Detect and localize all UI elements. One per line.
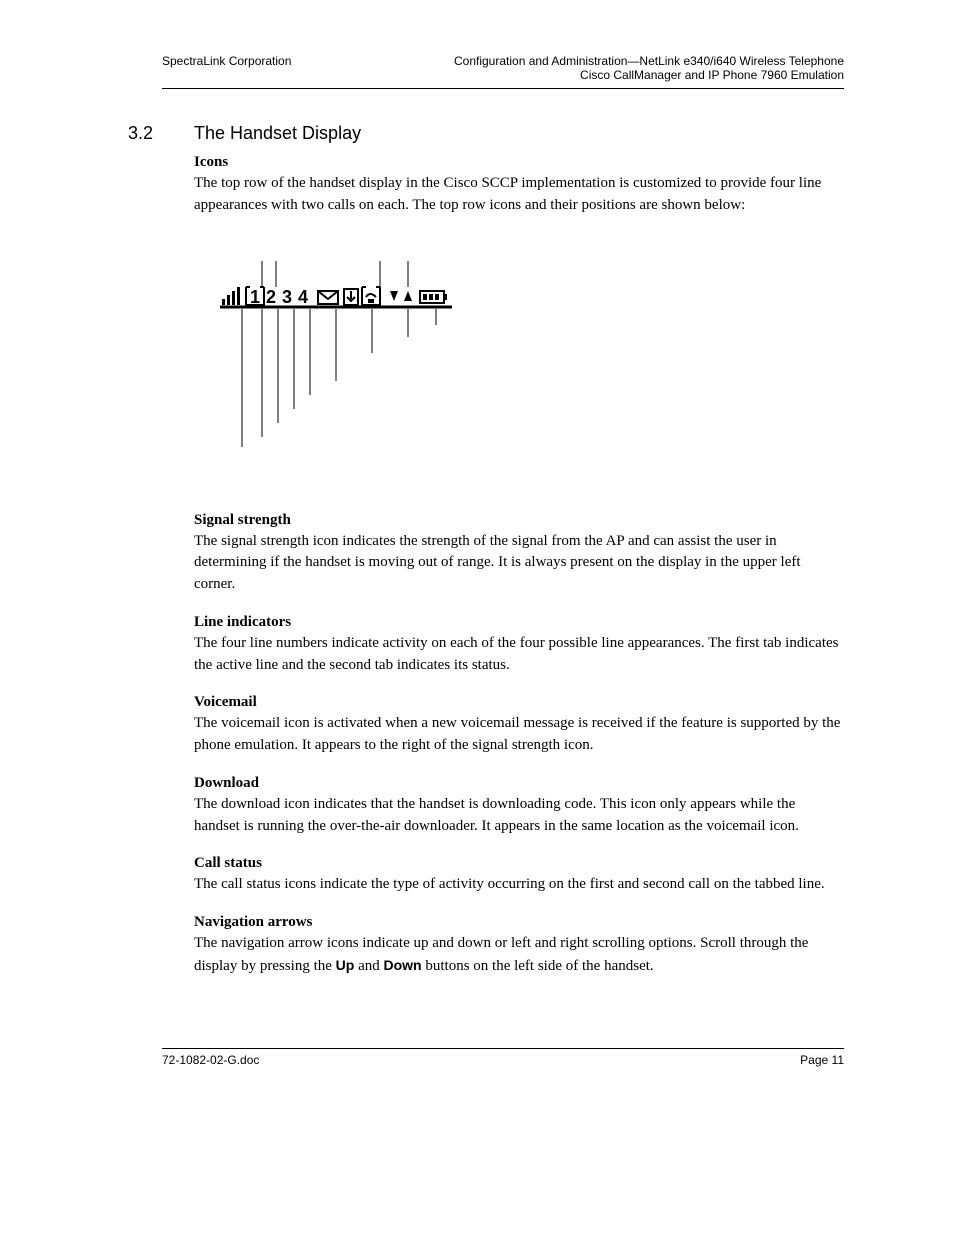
- subhead-line-indicators: Line indicators: [194, 614, 844, 631]
- subhead-voicemail: Voicemail: [194, 694, 844, 711]
- para-navigation-arrows: The navigation arrow icons indicate up a…: [194, 933, 844, 978]
- nav-text-mid: and: [354, 958, 383, 974]
- para-signal-strength: The signal strength icon indicates the s…: [194, 531, 844, 596]
- section-title: The Handset Display: [194, 123, 361, 144]
- para-call-status: The call status icons indicate the type …: [194, 874, 844, 896]
- para-icons: The top row of the handset display in th…: [194, 173, 844, 217]
- header-doc-title: Configuration and Administration—NetLink…: [454, 54, 844, 82]
- header-line-1: Configuration and Administration—NetLink…: [454, 54, 844, 68]
- subhead-download: Download: [194, 775, 844, 792]
- section-number: 3.2: [128, 123, 194, 144]
- svg-text:1: 1: [250, 287, 260, 307]
- subhead-call-status: Call status: [194, 855, 844, 872]
- svg-text:4: 4: [298, 287, 308, 307]
- section-content: Icons The top row of the handset display…: [194, 154, 844, 978]
- header-company: SpectraLink Corporation: [162, 54, 291, 68]
- subhead-icons: Icons: [194, 154, 844, 171]
- header-line-2: Cisco CallManager and IP Phone 7960 Emul…: [454, 68, 844, 82]
- handset-display-figure: 1 2 3 4: [212, 247, 844, 462]
- para-line-indicators: The four line numbers indicate activity …: [194, 633, 844, 677]
- svg-text:2: 2: [266, 287, 276, 307]
- svg-text:3: 3: [282, 287, 292, 307]
- nav-text-post: buttons on the left side of the handset.: [422, 958, 654, 974]
- down-button-label: Down: [384, 957, 422, 973]
- page-header: SpectraLink Corporation Configuration an…: [162, 54, 844, 82]
- up-button-label: Up: [336, 957, 355, 973]
- subhead-signal-strength: Signal strength: [194, 512, 844, 529]
- subhead-navigation-arrows: Navigation arrows: [194, 914, 844, 931]
- footer-doc-id: 72-1082-02-G.doc: [162, 1053, 259, 1067]
- section-heading: 3.2 The Handset Display: [128, 123, 844, 144]
- header-rule: [162, 88, 844, 89]
- footer-page-number: Page 11: [800, 1053, 844, 1067]
- page-footer: 72-1082-02-G.doc Page 11: [162, 1048, 844, 1067]
- para-voicemail: The voicemail icon is activated when a n…: [194, 713, 844, 757]
- footer-rule: [162, 1048, 844, 1049]
- handset-display-svg: 1 2 3 4: [212, 247, 492, 457]
- para-download: The download icon indicates that the han…: [194, 794, 844, 838]
